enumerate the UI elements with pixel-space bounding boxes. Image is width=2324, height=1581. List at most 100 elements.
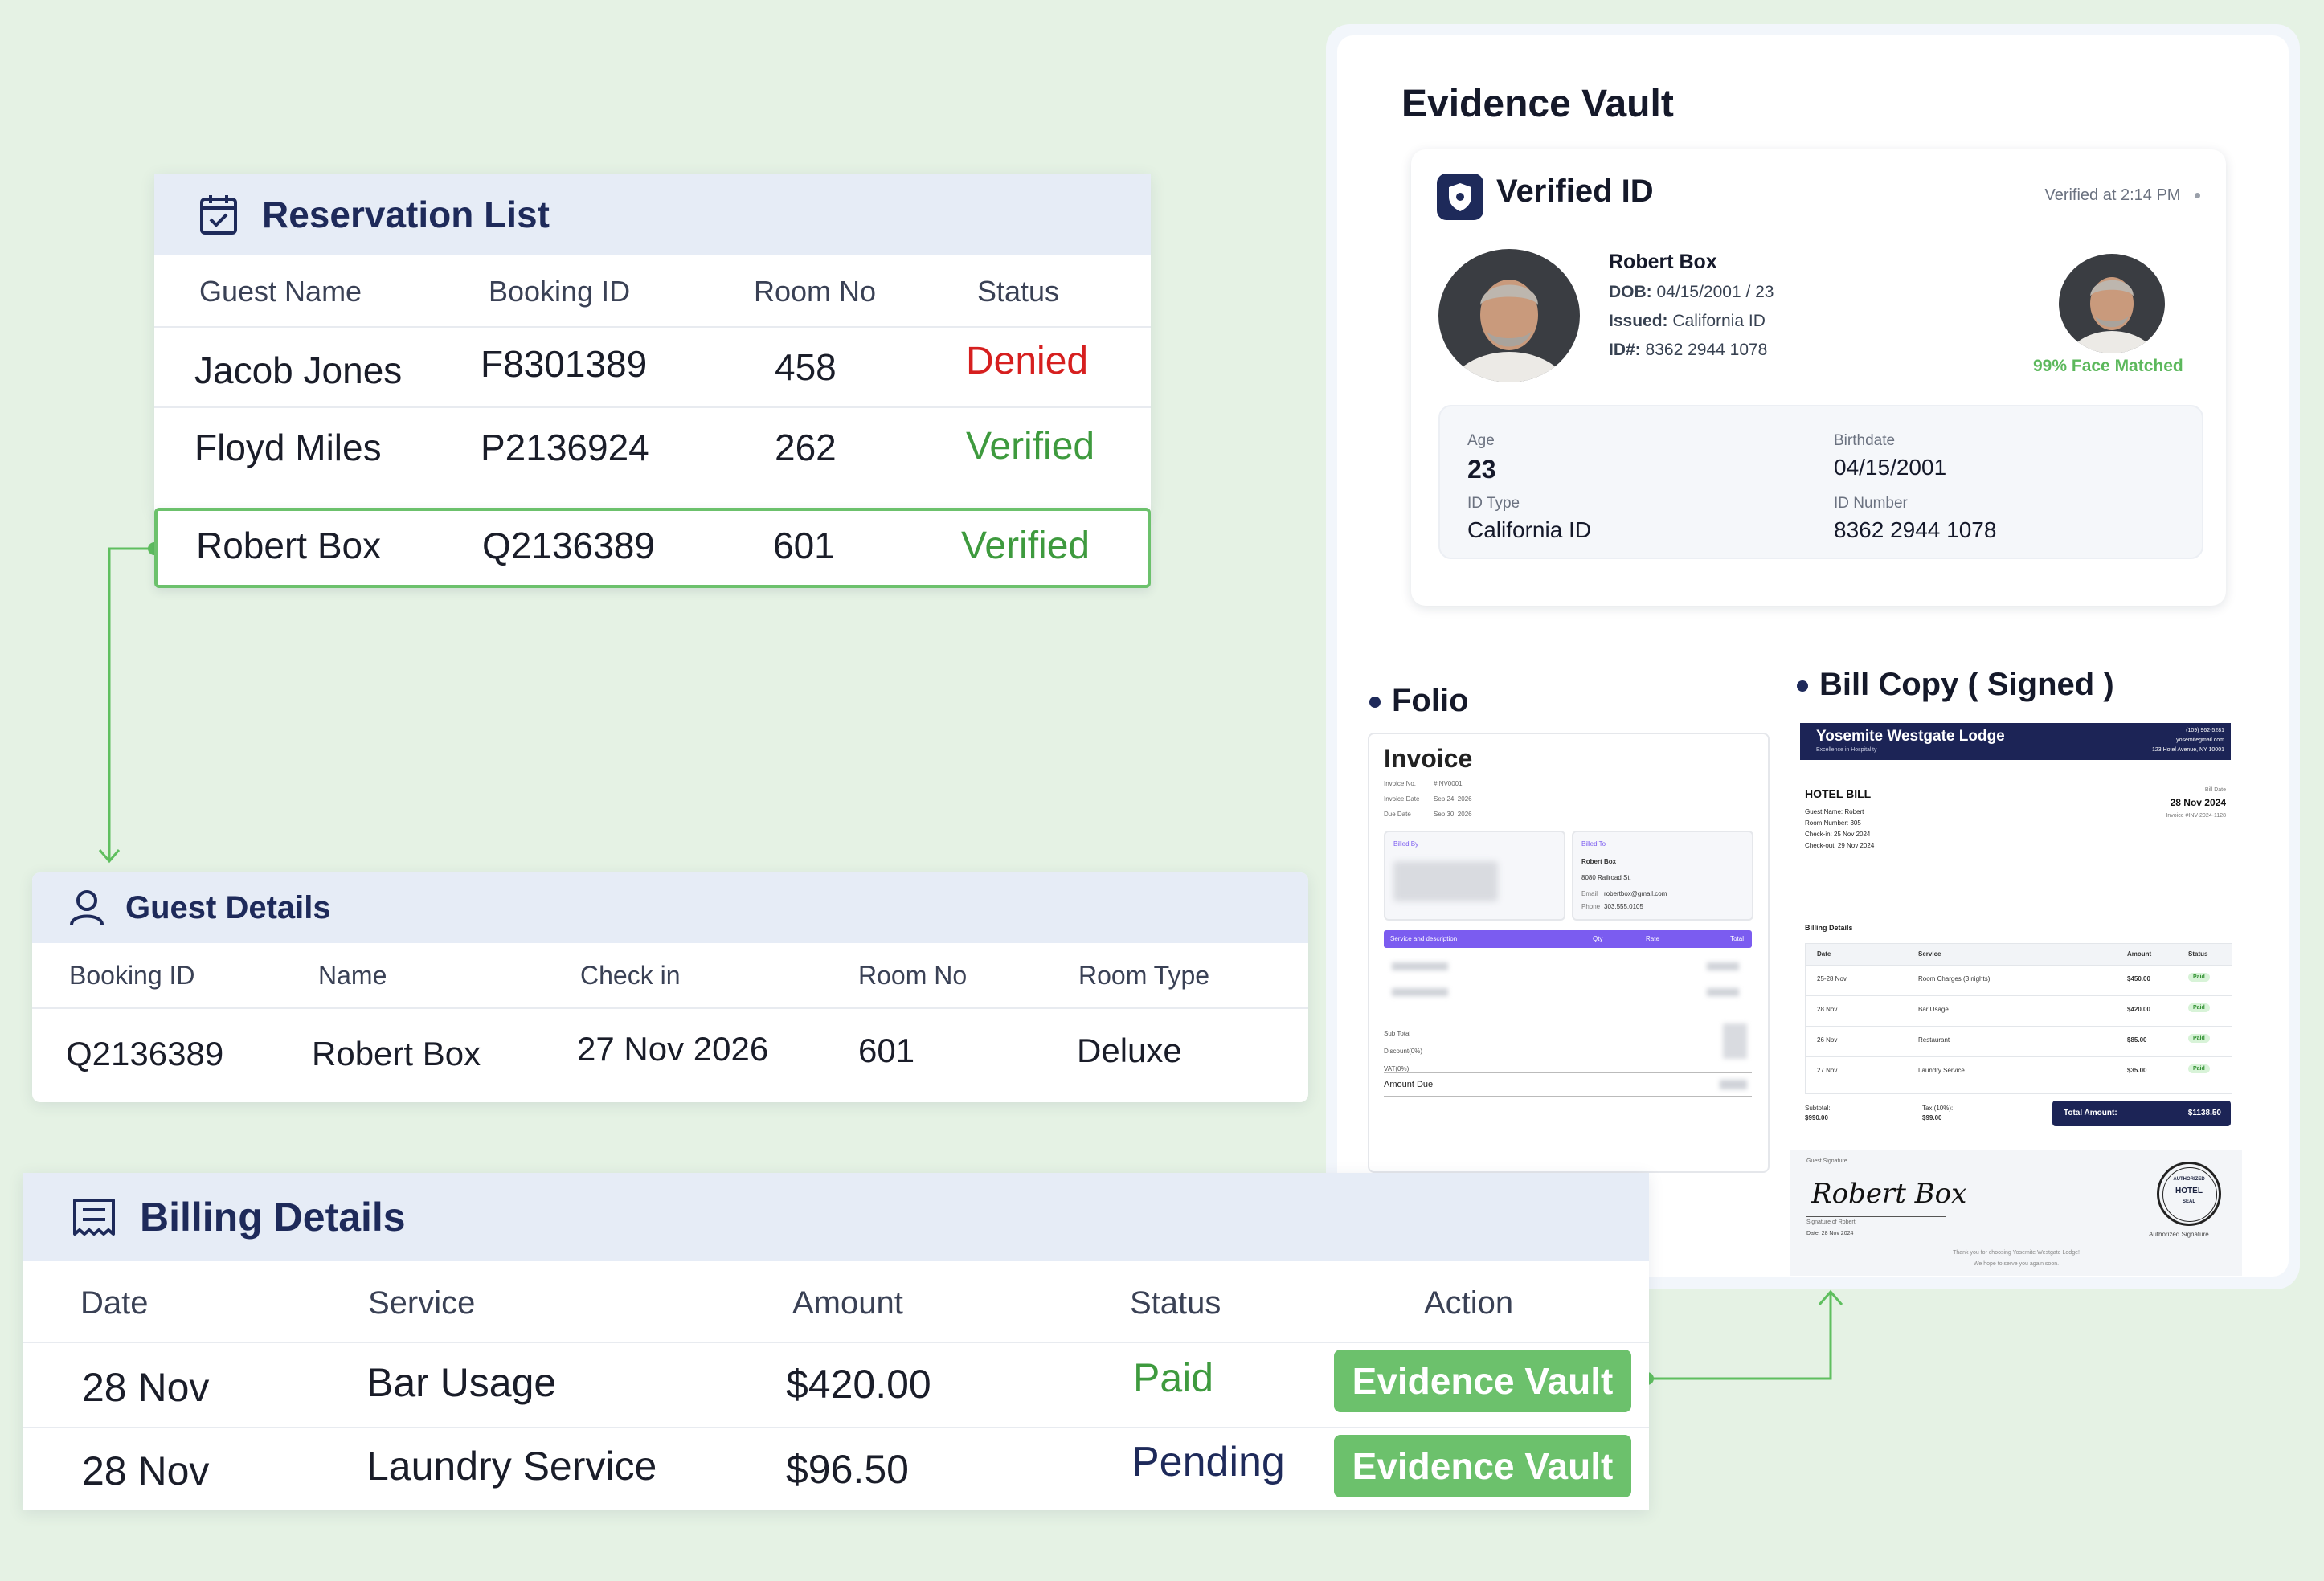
billed-to-box: Billed To Robert Box 8080 Railroad St. E… xyxy=(1572,831,1753,921)
col-room-type: Room Type xyxy=(1078,961,1210,990)
verified-id-title: Verified ID xyxy=(1496,174,1654,209)
seal-top-text: AUTHORIZED xyxy=(2173,1177,2205,1182)
idtype-label: ID Type xyxy=(1467,495,1520,512)
idtype-value: California ID xyxy=(1467,517,1592,542)
bill-row-date: 26 Nov xyxy=(1817,1036,1838,1044)
header-divider xyxy=(32,1007,1308,1009)
paid-badge: Paid xyxy=(2188,1003,2210,1012)
col-status: Status xyxy=(977,275,1060,308)
bill-service: Laundry Service xyxy=(366,1444,657,1489)
row-divider xyxy=(23,1427,1649,1428)
bill-col-service: Service xyxy=(1918,950,1941,958)
table-row[interactable]: Jacob Jones F8301389 458 Denied xyxy=(154,328,1151,406)
bill-subtotal: Subtotal: $990.00 xyxy=(1805,1104,1831,1123)
amount-due-rule xyxy=(1384,1072,1752,1073)
bill-row-service: Room Charges (3 nights) xyxy=(1918,975,1991,983)
invoice-table-header: Service and description Qty Rate Total xyxy=(1384,930,1752,948)
paid-badge: Paid xyxy=(2188,1064,2210,1073)
bill-col-amount: Amount xyxy=(2127,950,2152,958)
billed-to-address: 8080 Railroad St. xyxy=(1581,874,1631,881)
col-booking-id: Booking ID xyxy=(489,275,631,308)
billing-details-title: Billing Details xyxy=(140,1195,406,1240)
subtotal-value: $990.00 xyxy=(1805,1114,1828,1121)
room-type: Deluxe xyxy=(1077,1032,1182,1069)
signature-rule xyxy=(1806,1216,1946,1217)
guest-name-line: Guest Name: Robert xyxy=(1805,808,1864,815)
hotel-seal-icon: AUTHORIZED HOTEL SEAL xyxy=(2157,1162,2221,1226)
signature-text: Robert Box xyxy=(1811,1178,1967,1210)
table-row[interactable]: 28 Nov Laundry Service $96.50 Pending Ev… xyxy=(23,1428,1649,1509)
bill-table-header: Date Service Amount Status xyxy=(1806,944,2232,965)
sig-of-label: Signature of Robert xyxy=(1806,1219,1856,1225)
guest-name: Jacob Jones xyxy=(194,349,403,391)
billed-to-phone: Phone 303.555.0105 xyxy=(1581,903,1643,910)
invoice-title: Invoice xyxy=(1384,744,1473,773)
room-no: 458 xyxy=(775,346,837,388)
blurred-block xyxy=(1723,1023,1747,1059)
bullet-icon xyxy=(1797,680,1808,692)
issued-label: Issued: xyxy=(1609,312,1668,330)
hotel-tagline: Excellence in Hospitality xyxy=(1816,747,1877,753)
col-status: Status xyxy=(1130,1285,1221,1321)
guest-name: Robert Box xyxy=(196,525,382,566)
billed-to-name: Robert Box xyxy=(1581,858,1617,865)
col-booking-id: Booking ID xyxy=(69,961,195,990)
bill-tax: Tax (10%): $99.00 xyxy=(1922,1104,1953,1123)
col-total: Total xyxy=(1730,935,1744,942)
email-label: Email xyxy=(1581,890,1598,897)
blurred-line xyxy=(1392,988,1448,996)
bill-date: 28 Nov xyxy=(82,1365,210,1410)
paid-badge: Paid xyxy=(2188,973,2210,982)
guest-details-title: Guest Details xyxy=(125,889,331,925)
bullet-icon xyxy=(1369,697,1381,709)
guest-details-header: Guest Details xyxy=(32,872,1308,943)
bill-guest-info: Guest Name: Robert Room Number: 305 Chec… xyxy=(1805,807,1874,852)
blurred-block xyxy=(1720,1080,1747,1089)
guest-photo xyxy=(1437,247,1581,384)
guest-name: Robert Box xyxy=(312,1035,481,1072)
user-icon xyxy=(69,889,104,926)
idno-label: ID#: xyxy=(1609,341,1641,359)
bill-date: 28 Nov xyxy=(82,1448,210,1493)
blurred-block xyxy=(1393,861,1498,901)
hotel-address: 123 Hotel Avenue, NY 10001 xyxy=(2151,747,2224,753)
tax-value: $99.00 xyxy=(1922,1114,1942,1121)
bill-row-amount: $85.00 xyxy=(2127,1036,2147,1044)
amount-due-label: Amount Due xyxy=(1384,1080,1434,1089)
evidence-vault-sheet: Evidence Vault Verified ID Verified at 2… xyxy=(1337,35,2289,1277)
sig-date: Date: 28 Nov 2024 xyxy=(1806,1231,1854,1236)
tax-label: Tax (10%): xyxy=(1922,1105,1954,1112)
evidence-vault-button[interactable]: Evidence Vault xyxy=(1334,1350,1631,1412)
table-row[interactable]: 28 Nov Bar Usage $420.00 Paid Evidence V… xyxy=(23,1343,1649,1427)
thanks-line-2: We hope to serve you again soon. xyxy=(1973,1261,2060,1267)
status-badge: Denied xyxy=(966,340,1089,382)
bill-row-amount: $420.00 xyxy=(2127,1006,2150,1013)
row-divider xyxy=(154,406,1151,408)
phone-value: 303.555.0105 xyxy=(1604,903,1643,910)
evidence-vault-button[interactable]: Evidence Vault xyxy=(1334,1435,1631,1497)
hotel-phone: (109) 962-5281 xyxy=(2186,728,2224,733)
booking-id: F8301389 xyxy=(481,343,648,385)
invoice-no-label: Invoice No. xyxy=(1384,780,1417,787)
table-row[interactable]: Floyd Miles P2136924 262 Verified xyxy=(154,408,1151,487)
guest-details-card: Guest Details Booking ID Name Check in R… xyxy=(32,872,1308,1102)
dob-label: DOB: xyxy=(1609,283,1652,301)
hotel-name: Yosemite Westgate Lodge xyxy=(1816,728,2005,745)
booking-id: Q2136389 xyxy=(482,525,655,566)
booking-id: P2136924 xyxy=(481,427,649,468)
bill-copy-thumbnail[interactable]: Yosemite Westgate Lodge Excellence in Ho… xyxy=(1790,723,2242,1276)
dob-line: DOB: 04/15/2001 / 23 xyxy=(1609,283,1774,302)
col-amount: Amount xyxy=(792,1285,903,1321)
col-guest-name: Guest Name xyxy=(199,275,362,308)
table-row[interactable]: Q2136389 Robert Box 27 Nov 2026 601 Delu… xyxy=(32,1009,1308,1097)
birthdate-label: Birthdate xyxy=(1834,432,1896,449)
idno-line: ID#: 8362 2944 1078 xyxy=(1609,341,1767,360)
booking-id: Q2136389 xyxy=(66,1035,224,1072)
due-date: Sep 30, 2026 xyxy=(1434,811,1472,818)
verified-id-card: Verified ID Verified at 2:14 PM xyxy=(1411,149,2226,606)
folio-invoice-thumbnail[interactable]: Invoice Invoice No. #INV0001 Invoice Date… xyxy=(1368,733,1770,1173)
invoice-meta: Invoice No. #INV0001 Invoice Date Sep 24, … xyxy=(1384,776,1472,822)
col-room-no: Room No xyxy=(858,961,968,990)
table-row-selected[interactable]: Robert Box Q2136389 601 Verified xyxy=(154,508,1151,588)
email-value: robertbox@gmail.com xyxy=(1604,890,1667,897)
